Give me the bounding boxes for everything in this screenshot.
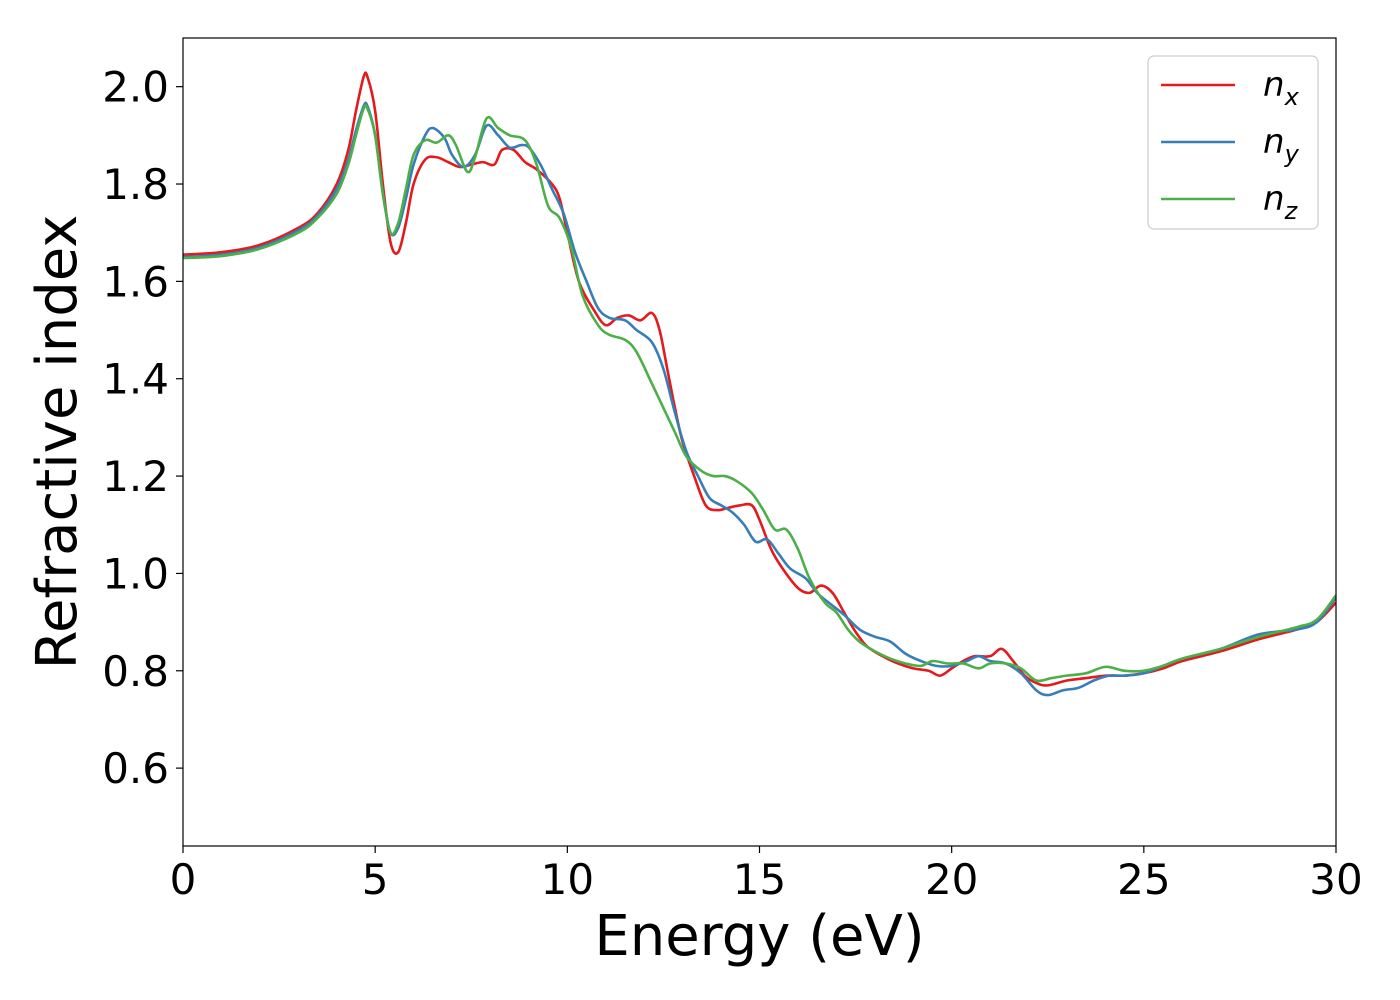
legend: nx ny nz	[1147, 55, 1319, 230]
plot-background	[183, 38, 1336, 846]
legend-label-z: nz	[1263, 179, 1299, 225]
y-axis: 0.6 0.8 1.0 1.2 1.4 1.6 1.8 2.0	[102, 63, 183, 793]
y-axis-title: Refractive index	[25, 215, 90, 670]
y-tick-label: 0.6	[102, 744, 169, 793]
series-layer	[183, 71, 1336, 697]
x-tick-label: 30	[1309, 855, 1362, 904]
y-tick-label: 0.8	[102, 647, 169, 696]
y-tick-label: 1.6	[102, 257, 169, 306]
x-tick-label: 25	[1117, 855, 1170, 904]
y-tick-label: 1.4	[102, 355, 169, 404]
x-tick-label: 5	[362, 855, 389, 904]
y-tick-label: 2.0	[102, 63, 169, 112]
x-tick-label: 20	[925, 855, 978, 904]
x-axis: 0 5 10 15 20 25 30	[170, 846, 1363, 904]
x-tick-label: 10	[541, 855, 594, 904]
y-tick-label: 1.2	[102, 452, 169, 501]
y-tick-label: 1.8	[102, 160, 169, 209]
legend-label-y: ny	[1263, 122, 1300, 168]
series-line-x	[183, 71, 1336, 687]
x-tick-label: 15	[733, 855, 786, 904]
y-tick-label: 1.0	[102, 549, 169, 598]
series-line-z	[183, 103, 1336, 683]
x-axis-title: Energy (eV)	[594, 904, 924, 969]
x-tick-label: 0	[170, 855, 197, 904]
legend-label-x: nx	[1263, 65, 1300, 111]
